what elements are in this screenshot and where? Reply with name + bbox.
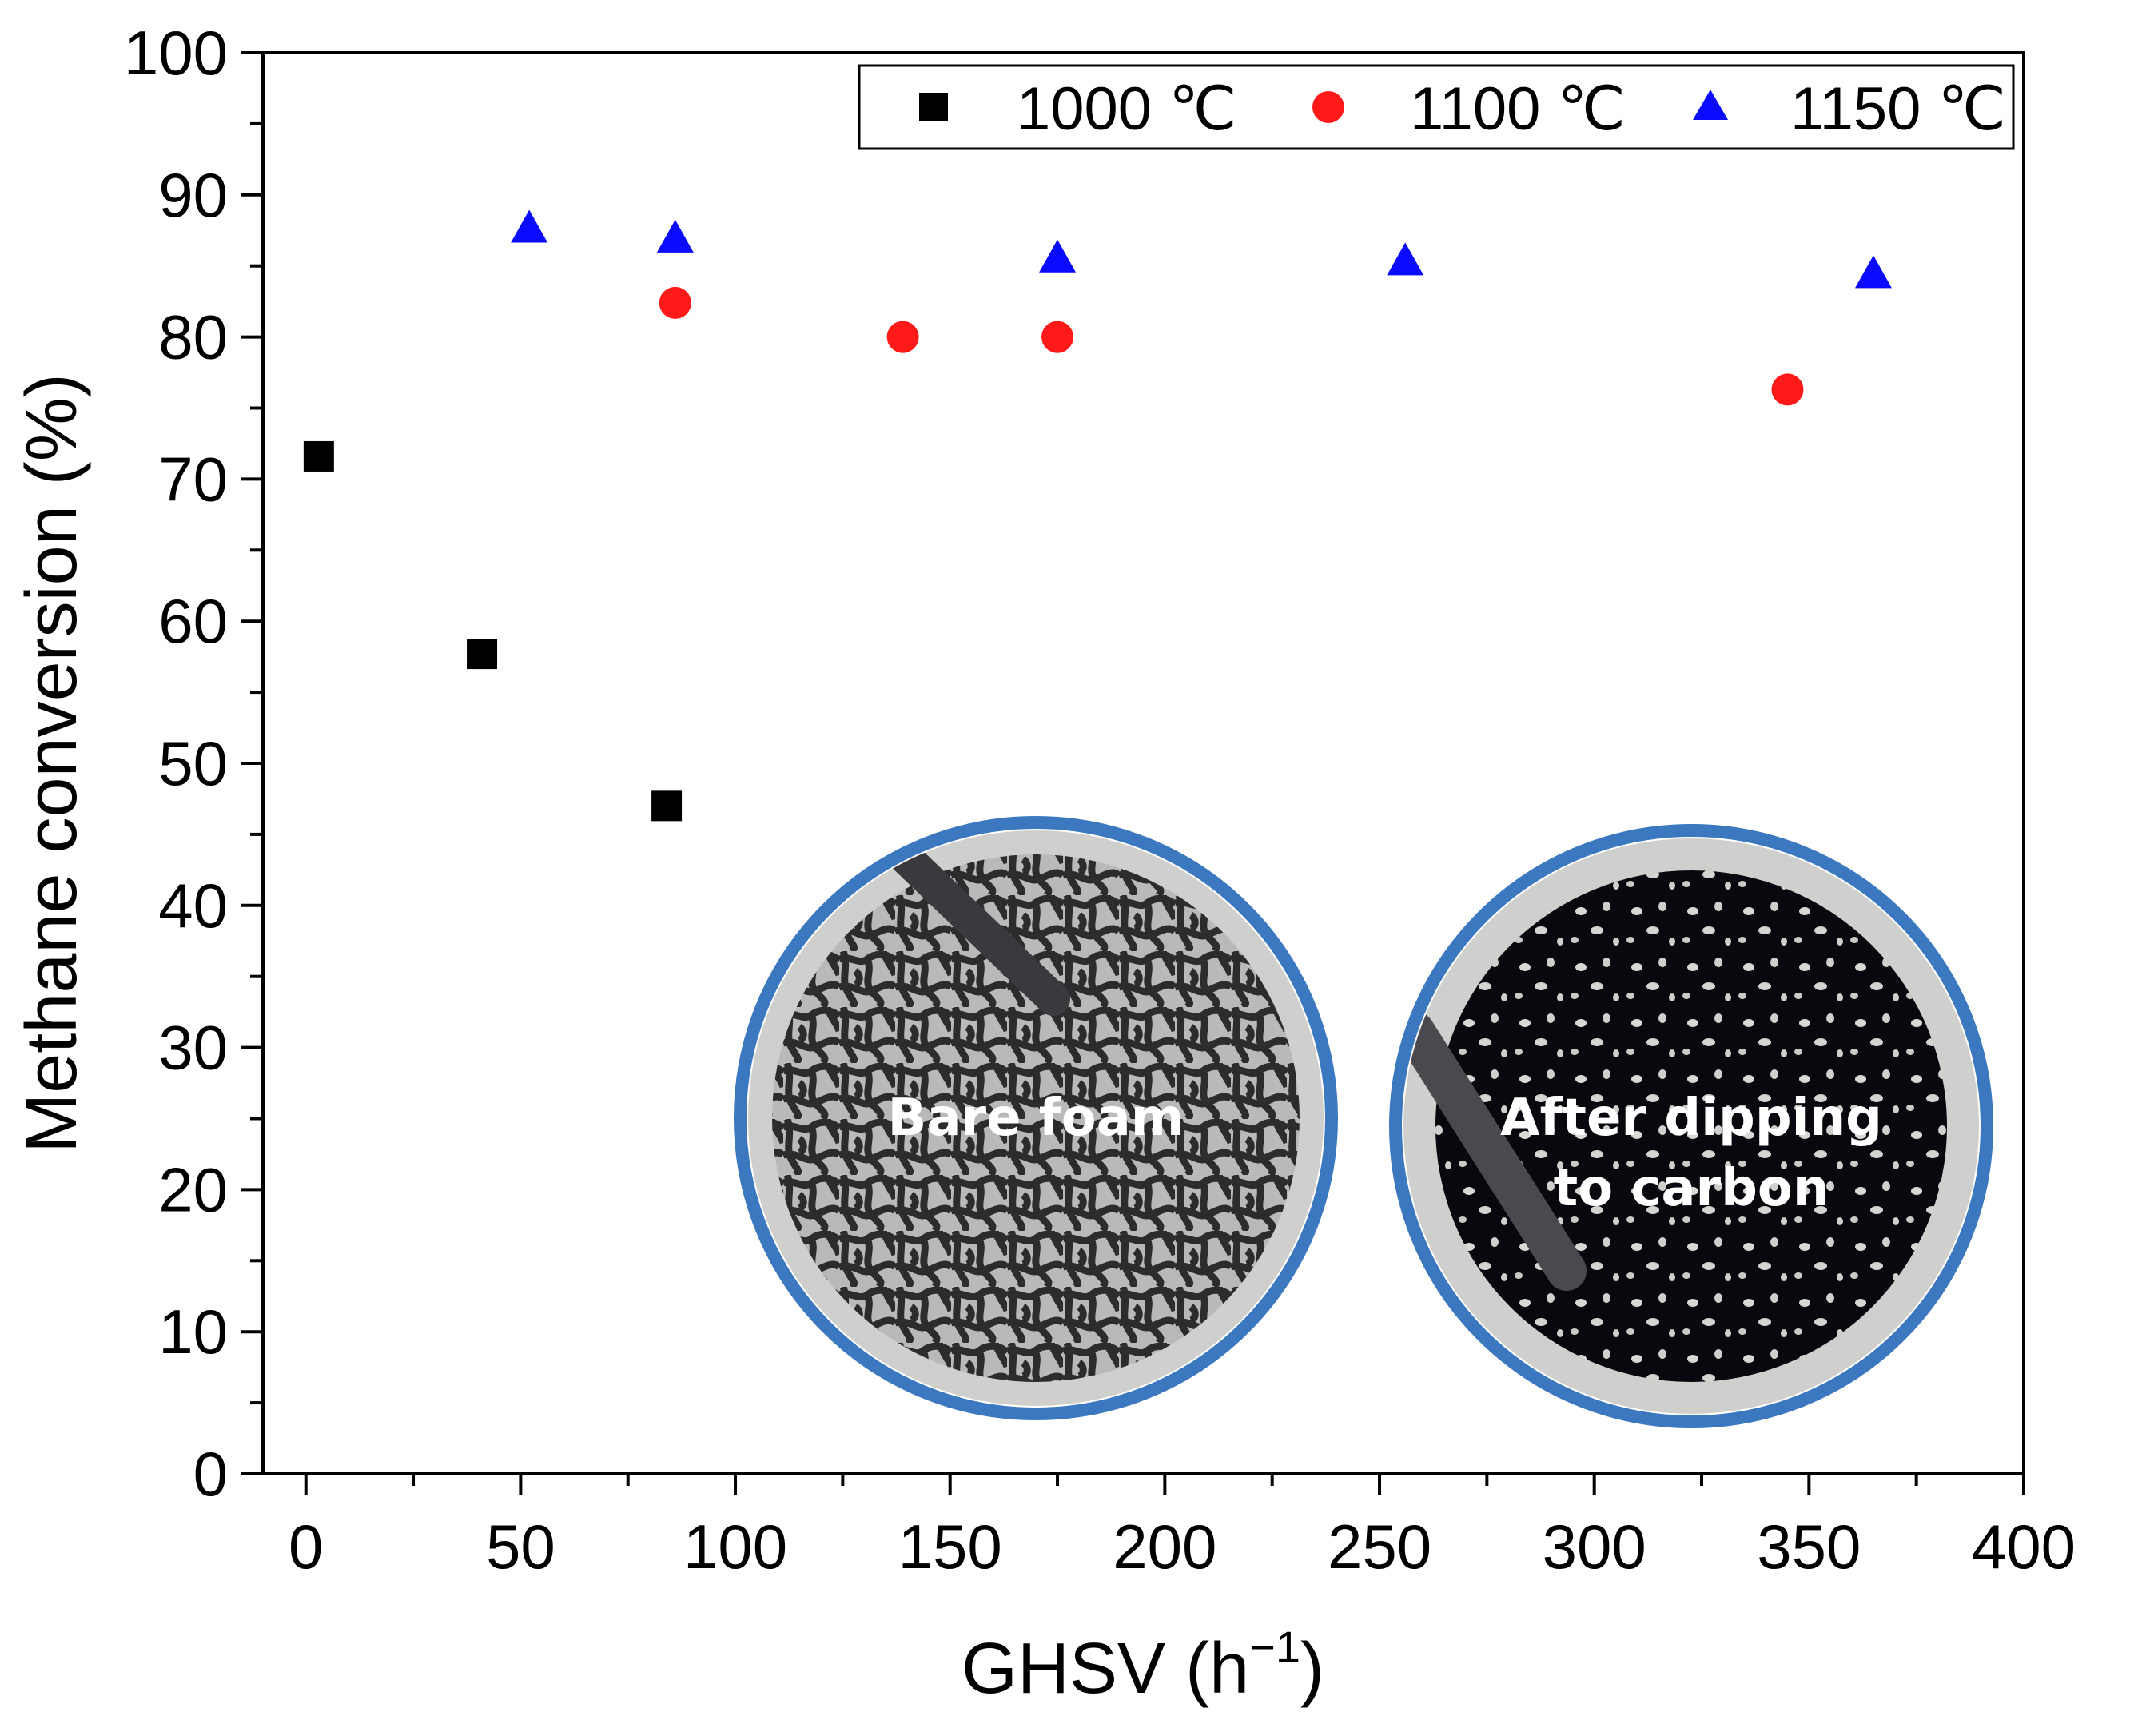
data-point-series-2	[1387, 242, 1424, 276]
x-tick-label: 250	[1328, 1511, 1431, 1582]
data-point-series-2	[1039, 239, 1077, 273]
inset-label-bare-foam: Bare foam	[888, 1089, 1184, 1148]
data-point-series-0	[467, 639, 498, 670]
data-point-series-1	[659, 286, 691, 319]
legend-label-1150: 1150 ℃	[1790, 75, 2006, 143]
data-point-series-1	[1771, 373, 1804, 406]
legend-label-1100: 1100 ℃	[1410, 75, 1626, 143]
x-tick-label: 350	[1757, 1511, 1861, 1582]
data-point-series-1	[1041, 321, 1074, 353]
bare-foam-inset: Bare foam	[734, 816, 1338, 1420]
y-tick-label: 50	[158, 728, 228, 798]
y-tick-label: 70	[158, 444, 228, 514]
x-tick-label: 400	[1972, 1511, 2076, 1582]
x-axis-title: GHSV (h−1)	[962, 1622, 1324, 1709]
inset-border	[734, 816, 1338, 1420]
y-axis: 0 10 20 30 40 50 60 70 80 90 100	[124, 18, 263, 1509]
data-point-series-0	[303, 440, 334, 472]
data-points	[303, 209, 1892, 822]
y-tick-label: 30	[158, 1013, 228, 1083]
legend-label-1000: 1000 ℃	[1017, 75, 1237, 143]
x-tick-label: 100	[683, 1511, 787, 1582]
inset-label-after-dipping: After dipping	[1500, 1089, 1882, 1148]
y-tick-label: 100	[124, 18, 228, 88]
inset-label-to-carbon: to carbon	[1554, 1159, 1829, 1218]
y-tick-label: 80	[158, 302, 228, 372]
y-tick-label: 90	[158, 160, 228, 230]
x-tick-label: 200	[1113, 1511, 1216, 1582]
legend-marker-1000	[919, 93, 948, 121]
y-tick-label: 10	[158, 1296, 228, 1367]
y-axis-title: Methane conversion (%)	[12, 373, 92, 1153]
after-dipping-inset: After dipping to carbon	[1389, 824, 1993, 1428]
inset-border	[1389, 824, 1993, 1428]
probe-rod	[886, 838, 1070, 1016]
legend-marker-1100	[1312, 91, 1344, 123]
y-tick-label: 40	[158, 870, 228, 941]
legend-marker-1150	[1693, 90, 1728, 120]
y-tick-label: 20	[158, 1154, 228, 1224]
data-point-series-2	[1854, 255, 1892, 289]
x-tick-label: 300	[1543, 1511, 1646, 1582]
x-axis: 0 50 100 150 200 250 300 350 400	[289, 1474, 2076, 1582]
y-tick-label: 60	[158, 586, 228, 656]
data-point-series-1	[886, 321, 919, 353]
data-point-series-2	[656, 219, 694, 253]
data-point-series-0	[651, 790, 683, 822]
x-tick-label: 0	[289, 1511, 323, 1582]
x-tick-label: 50	[486, 1511, 555, 1582]
probe-rod	[1403, 1011, 1587, 1291]
y-tick-label: 0	[193, 1439, 228, 1509]
legend: 1000 ℃ 1100 ℃ 1150 ℃	[858, 64, 2015, 150]
x-tick-label: 150	[898, 1511, 1002, 1582]
legend-box	[858, 64, 2015, 150]
data-point-series-2	[511, 209, 548, 243]
